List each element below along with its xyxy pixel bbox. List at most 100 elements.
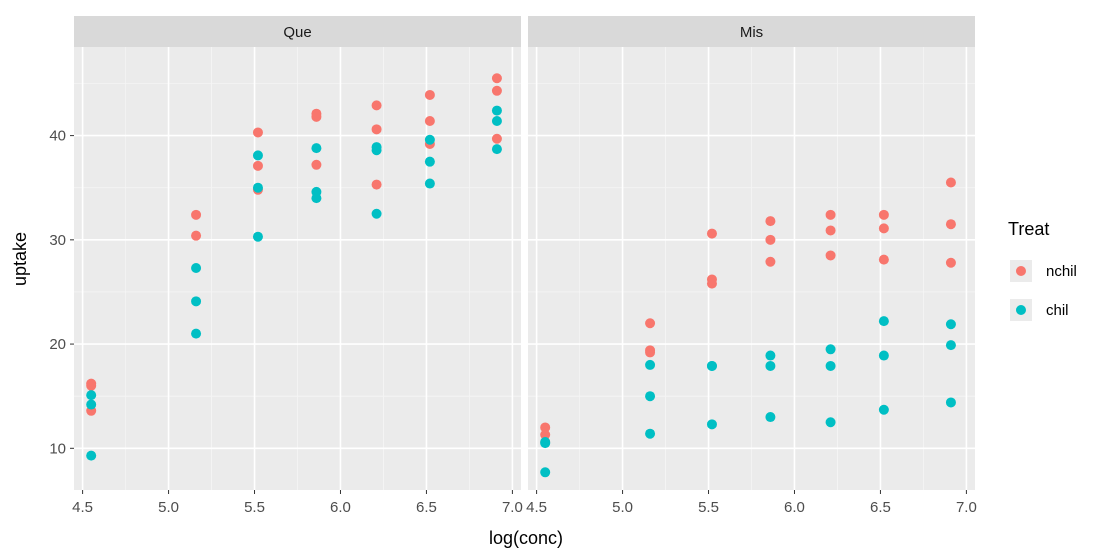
data-point-nchil	[491, 133, 502, 144]
x-tick-label: 4.5	[526, 499, 547, 516]
data-point-chil	[540, 437, 551, 448]
x-tick-label: 6.5	[416, 499, 437, 516]
data-point-chil	[825, 344, 836, 355]
data-point-chil	[311, 143, 322, 154]
legend-label: chil	[1046, 302, 1069, 319]
x-axes: 4.5 5.0 5.5 6.0 6.5 7.0 4.5 5.0 5.5 6.0 6.5 7.0	[72, 490, 977, 516]
data-point-nchil	[311, 108, 322, 119]
series-chil	[86, 105, 502, 461]
facet-panel-que: Que	[74, 16, 521, 490]
data-point-chil	[252, 182, 263, 193]
y-axis: 10 20 30 40	[49, 128, 74, 457]
data-point-nchil	[825, 225, 836, 236]
legend-item-nchil: nchil	[1010, 260, 1077, 282]
data-point-chil	[765, 360, 776, 371]
data-point-chil	[945, 397, 956, 408]
facet-strip	[528, 16, 975, 47]
data-point-nchil	[191, 209, 202, 220]
data-point-nchil	[371, 124, 382, 135]
data-point-chil	[491, 144, 502, 155]
data-point-nchil	[491, 85, 502, 96]
data-point-nchil	[765, 234, 776, 245]
legend-swatch	[1016, 305, 1026, 315]
series-chil	[540, 316, 956, 478]
data-point-chil	[191, 328, 202, 339]
y-tick-label: 40	[49, 128, 66, 145]
data-point-chil	[878, 350, 889, 361]
y-tick-label: 20	[49, 336, 66, 353]
data-point-chil	[706, 419, 717, 430]
data-point-chil	[86, 390, 97, 401]
data-point-nchil	[371, 100, 382, 111]
data-point-nchil	[645, 345, 656, 356]
data-point-nchil	[825, 250, 836, 261]
data-point-chil	[540, 467, 551, 478]
data-point-nchil	[540, 429, 551, 440]
data-point-chil	[424, 156, 435, 167]
x-tick-label: 6.0	[330, 499, 351, 516]
legend-title: Treat	[1008, 219, 1049, 239]
data-point-chil	[86, 450, 97, 461]
data-point-nchil	[878, 254, 889, 265]
x-tick-label: 7.0	[502, 499, 523, 516]
data-point-nchil	[945, 177, 956, 188]
x-tick-label: 5.5	[698, 499, 719, 516]
data-point-nchil	[706, 228, 717, 239]
data-point-nchil	[191, 230, 202, 241]
data-point-chil	[706, 360, 717, 371]
data-point-nchil	[424, 116, 435, 127]
y-tick-label: 30	[49, 232, 66, 249]
data-point-chil	[878, 404, 889, 415]
data-point-chil	[491, 116, 502, 127]
y-tick-label: 10	[49, 440, 66, 457]
data-point-chil	[424, 178, 435, 189]
data-point-chil	[311, 193, 322, 204]
data-point-chil	[878, 316, 889, 327]
x-axis-title: log(conc)	[489, 528, 563, 548]
x-tick-label: 4.5	[72, 499, 93, 516]
data-point-chil	[645, 359, 656, 370]
data-point-nchil	[706, 278, 717, 289]
data-point-chil	[765, 350, 776, 361]
y-axis-title: uptake	[10, 232, 30, 286]
x-tick-label: 7.0	[956, 499, 977, 516]
data-point-chil	[252, 150, 263, 161]
legend: Treat nchil chil	[1008, 219, 1077, 321]
data-point-nchil	[945, 219, 956, 230]
data-point-nchil	[311, 159, 322, 170]
data-point-chil	[252, 231, 263, 242]
data-point-nchil	[540, 422, 551, 433]
data-point-nchil	[765, 216, 776, 227]
data-point-chil	[491, 105, 502, 116]
x-tick-label: 5.5	[244, 499, 265, 516]
legend-label: nchil	[1046, 263, 1077, 280]
data-point-chil	[645, 391, 656, 402]
data-point-chil	[765, 412, 776, 423]
data-point-chil	[191, 262, 202, 273]
data-point-nchil	[825, 209, 836, 220]
data-point-nchil	[491, 73, 502, 84]
facet-panels: Que Mis	[74, 16, 975, 490]
x-tick-label: 6.0	[784, 499, 805, 516]
data-point-nchil	[878, 209, 889, 220]
data-point-chil	[825, 360, 836, 371]
data-point-chil	[945, 340, 956, 351]
facet-panel-mis: Mis	[528, 16, 975, 490]
data-point-nchil	[945, 257, 956, 268]
data-point-nchil	[252, 127, 263, 138]
data-point-chil	[191, 296, 202, 307]
data-point-nchil	[424, 89, 435, 100]
x-tick-label: 6.5	[870, 499, 891, 516]
legend-item-chil: chil	[1010, 299, 1069, 321]
data-point-chil	[424, 134, 435, 145]
data-point-chil	[371, 208, 382, 219]
data-point-chil	[645, 428, 656, 439]
data-point-nchil	[765, 256, 776, 267]
data-point-nchil	[86, 378, 97, 389]
data-point-chil	[825, 417, 836, 428]
x-tick-label: 5.0	[612, 499, 633, 516]
facet-strip-label: Que	[283, 24, 311, 41]
data-point-chil	[945, 319, 956, 330]
data-point-chil	[371, 142, 382, 153]
